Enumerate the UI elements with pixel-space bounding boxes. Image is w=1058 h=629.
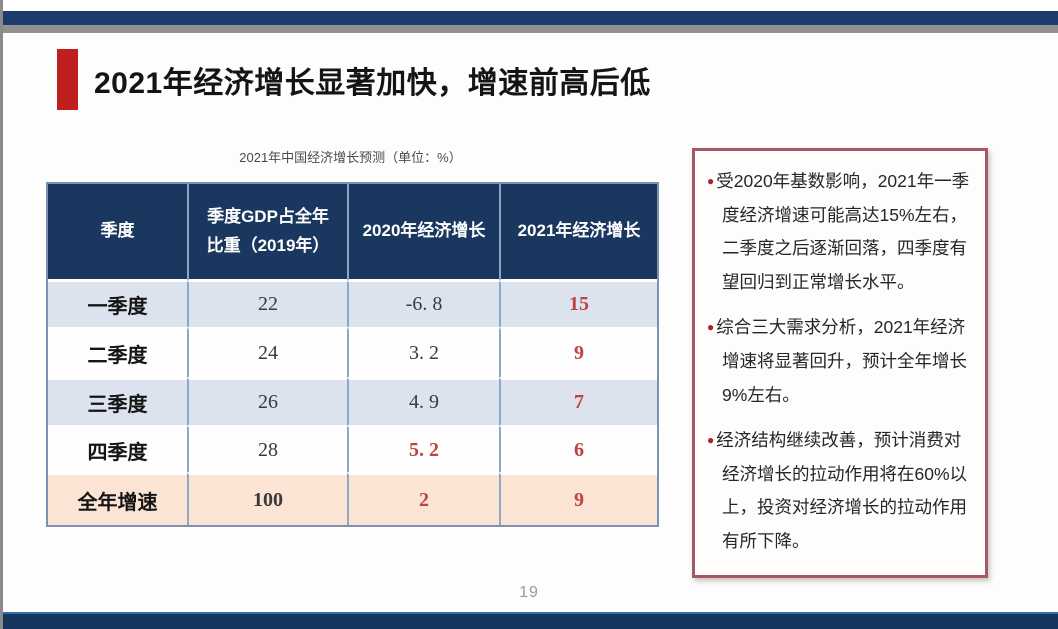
cell-growth-2020: 3. 2 bbox=[347, 327, 499, 377]
table-row-q1: 一季度 22 -6. 8 15 bbox=[48, 282, 657, 327]
header-cell-growth-2021: 2021年经济增长 bbox=[499, 184, 657, 282]
table-header-row: 季度 季度GDP占全年比重（2019年） 2020年经济增长 2021年经济增长 bbox=[48, 184, 657, 282]
bullet-text: 经济结构继续改善，预计消费对经济增长的拉动作用将在60%以上，投资对经济增长的拉… bbox=[716, 430, 968, 551]
bullet-dot-icon: ● bbox=[707, 174, 715, 188]
forecast-table: 季度 季度GDP占全年比重（2019年） 2020年经济增长 2021年经济增长… bbox=[46, 182, 659, 527]
cell-quarter: 二季度 bbox=[48, 327, 187, 377]
cell-quarter: 一季度 bbox=[48, 282, 187, 327]
page-number: 19 bbox=[519, 584, 539, 601]
bullet-dot-icon: ● bbox=[707, 320, 715, 335]
notes-panel: ● 受2020年基数影响，2021年一季度经济增速可能高达15%左右，二季度之后逐… bbox=[692, 148, 988, 578]
header-cell-growth-2020: 2020年经济增长 bbox=[347, 184, 499, 282]
screen-edge-line bbox=[0, 0, 3, 629]
table-row-q3: 三季度 26 4. 9 7 bbox=[48, 377, 657, 425]
cell-growth-2021: 6 bbox=[499, 425, 657, 472]
cell-growth-2020: 4. 9 bbox=[347, 377, 499, 425]
top-white-strip bbox=[0, 0, 1058, 11]
bullet-item: ● 经济结构继续改善，预计消费对经济增长的拉动作用将在60%以上，投资对经济增长的… bbox=[707, 424, 975, 558]
bullet-item: ● 综合三大需求分析，2021年经济增速将显著回升，预计全年增长9%左右。 bbox=[707, 311, 975, 412]
cell-quarter: 四季度 bbox=[48, 425, 187, 472]
header-cell-quarter: 季度 bbox=[48, 184, 187, 282]
cell-growth-2021: 7 bbox=[499, 377, 657, 425]
page-title: 2021年经济增长显著加快，增速前高后低 bbox=[94, 67, 651, 100]
title-accent-marker bbox=[57, 49, 78, 110]
cell-growth-2021: 9 bbox=[499, 327, 657, 377]
header-cell-gdp-share: 季度GDP占全年比重（2019年） bbox=[187, 184, 347, 282]
cell-share: 100 bbox=[187, 472, 347, 525]
cell-share: 26 bbox=[187, 377, 347, 425]
cell-growth-2020: -6. 8 bbox=[347, 282, 499, 327]
top-navy-bar bbox=[0, 11, 1058, 25]
cell-growth-2021: 15 bbox=[499, 282, 657, 327]
cell-share: 22 bbox=[187, 282, 347, 327]
cell-growth-2021: 9 bbox=[499, 472, 657, 525]
cell-share: 24 bbox=[187, 327, 347, 377]
table-body: 一季度 22 -6. 8 15 二季度 24 3. 2 9 三季度 26 4. … bbox=[48, 282, 657, 525]
cell-quarter: 全年增速 bbox=[48, 472, 187, 525]
bullet-text: 综合三大需求分析，2021年经济增速将显著回升，预计全年增长9%左右。 bbox=[716, 317, 967, 405]
bullet-dot-icon: ● bbox=[707, 433, 715, 448]
top-gray-bar bbox=[0, 25, 1058, 33]
table-row-fullyear: 全年增速 100 2 9 bbox=[48, 472, 657, 525]
cell-growth-2020: 5. 2 bbox=[347, 425, 499, 472]
cell-growth-2020: 2 bbox=[347, 472, 499, 525]
cell-quarter: 三季度 bbox=[48, 377, 187, 425]
table-caption: 2021年中国经济增长预测（单位：%） bbox=[239, 150, 462, 165]
cell-share: 28 bbox=[187, 425, 347, 472]
table-row-q2: 二季度 24 3. 2 9 bbox=[48, 327, 657, 377]
title-row: 2021年经济增长显著加快，增速前高后低 bbox=[57, 49, 651, 110]
table-row-q4: 四季度 28 5. 2 6 bbox=[48, 425, 657, 472]
bullet-item: ● 受2020年基数影响，2021年一季度经济增速可能高达15%左右，二季度之后逐… bbox=[707, 165, 975, 299]
bullet-text: 受2020年基数影响，2021年一季度经济增速可能高达15%左右，二季度之后逐渐… bbox=[716, 171, 970, 292]
bottom-navy-bar bbox=[0, 612, 1058, 629]
